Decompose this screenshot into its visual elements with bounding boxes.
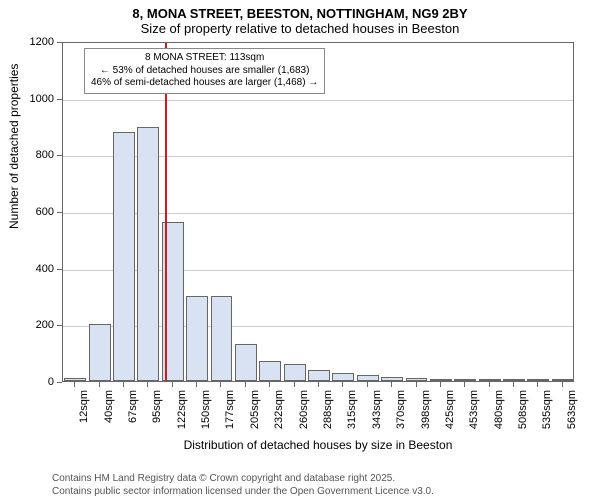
xtick-label: 398sqm: [420, 390, 432, 450]
xtick-label: 288sqm: [322, 390, 334, 450]
footer-line2: Contains public sector information licen…: [52, 485, 434, 498]
xtick-mark: [342, 382, 343, 387]
histogram-bar: [552, 379, 574, 381]
xtick-label: 95sqm: [151, 390, 163, 450]
reference-line: [165, 43, 167, 381]
ytick-label: 200: [24, 319, 54, 331]
xtick-label: 122sqm: [176, 390, 188, 450]
ytick-label: 0: [24, 376, 54, 388]
histogram-bar: [89, 324, 111, 381]
histogram-bar: [308, 370, 330, 381]
xtick-label: 205sqm: [249, 390, 261, 450]
ytick-mark: [57, 382, 62, 383]
xtick-label: 232sqm: [273, 390, 285, 450]
xtick-label: 315sqm: [346, 390, 358, 450]
xtick-mark: [196, 382, 197, 387]
histogram-bar: [284, 364, 306, 381]
ytick-mark: [57, 155, 62, 156]
histogram-bar: [430, 379, 452, 381]
xtick-mark: [245, 382, 246, 387]
ytick-mark: [57, 325, 62, 326]
xtick-label: 67sqm: [127, 390, 139, 450]
ytick-label: 1000: [24, 93, 54, 105]
xtick-mark: [513, 382, 514, 387]
xtick-label: 343sqm: [371, 390, 383, 450]
annotation-line: 8 MONA STREET: 113sqm: [91, 52, 318, 65]
histogram-bar: [235, 344, 257, 381]
y-axis-label: Number of detached properties: [7, 209, 21, 229]
xtick-mark: [123, 382, 124, 387]
annotation-box: 8 MONA STREET: 113sqm← 53% of detached h…: [84, 48, 325, 94]
xtick-label: 177sqm: [224, 390, 236, 450]
xtick-label: 12sqm: [78, 390, 90, 450]
xtick-label: 535sqm: [541, 390, 553, 450]
xtick-mark: [367, 382, 368, 387]
footer-line1: Contains HM Land Registry data © Crown c…: [52, 472, 434, 485]
xtick-mark: [74, 382, 75, 387]
histogram-bar: [332, 373, 354, 382]
ytick-mark: [57, 212, 62, 213]
ytick-mark: [57, 99, 62, 100]
xtick-mark: [172, 382, 173, 387]
xtick-mark: [99, 382, 100, 387]
histogram-bar: [259, 361, 281, 381]
ytick-label: 400: [24, 263, 54, 275]
xtick-label: 480sqm: [493, 390, 505, 450]
histogram-bar: [406, 378, 428, 381]
histogram-bar: [357, 375, 379, 381]
ytick-mark: [57, 269, 62, 270]
xtick-label: 370sqm: [395, 390, 407, 450]
histogram-bar: [137, 127, 159, 381]
histogram-bar: [479, 379, 501, 381]
footer-attribution: Contains HM Land Registry data © Crown c…: [52, 472, 434, 498]
histogram-bar: [454, 379, 476, 381]
xtick-mark: [489, 382, 490, 387]
histogram-bar: [381, 377, 403, 381]
gridline: [63, 100, 573, 101]
histogram-bar: [113, 132, 135, 381]
xtick-mark: [416, 382, 417, 387]
chart-title-main: 8, MONA STREET, BEESTON, NOTTINGHAM, NG9…: [0, 6, 600, 21]
chart-title-sub: Size of property relative to detached ho…: [0, 21, 600, 36]
ytick-mark: [57, 42, 62, 43]
ytick-label: 600: [24, 206, 54, 218]
xtick-label: 563sqm: [566, 390, 578, 450]
xtick-mark: [537, 382, 538, 387]
xtick-label: 150sqm: [200, 390, 212, 450]
ytick-label: 1200: [24, 36, 54, 48]
xtick-label: 425sqm: [444, 390, 456, 450]
histogram-bar: [64, 378, 86, 381]
annotation-line: 46% of semi-detached houses are larger (…: [91, 77, 318, 90]
title-area: 8, MONA STREET, BEESTON, NOTTINGHAM, NG9…: [0, 0, 600, 36]
xtick-label: 40sqm: [103, 390, 115, 450]
xtick-mark: [269, 382, 270, 387]
histogram-bar: [527, 379, 549, 381]
xtick-mark: [464, 382, 465, 387]
xtick-mark: [220, 382, 221, 387]
xtick-mark: [562, 382, 563, 387]
histogram-bar: [503, 379, 525, 381]
annotation-line: ← 53% of detached houses are smaller (1,…: [91, 65, 318, 78]
xtick-mark: [440, 382, 441, 387]
histogram-bar: [211, 296, 233, 381]
xtick-mark: [294, 382, 295, 387]
xtick-mark: [147, 382, 148, 387]
histogram-bar: [186, 296, 208, 381]
ytick-label: 800: [24, 149, 54, 161]
xtick-label: 260sqm: [298, 390, 310, 450]
xtick-mark: [318, 382, 319, 387]
xtick-label: 453sqm: [468, 390, 480, 450]
xtick-label: 508sqm: [517, 390, 529, 450]
xtick-mark: [391, 382, 392, 387]
